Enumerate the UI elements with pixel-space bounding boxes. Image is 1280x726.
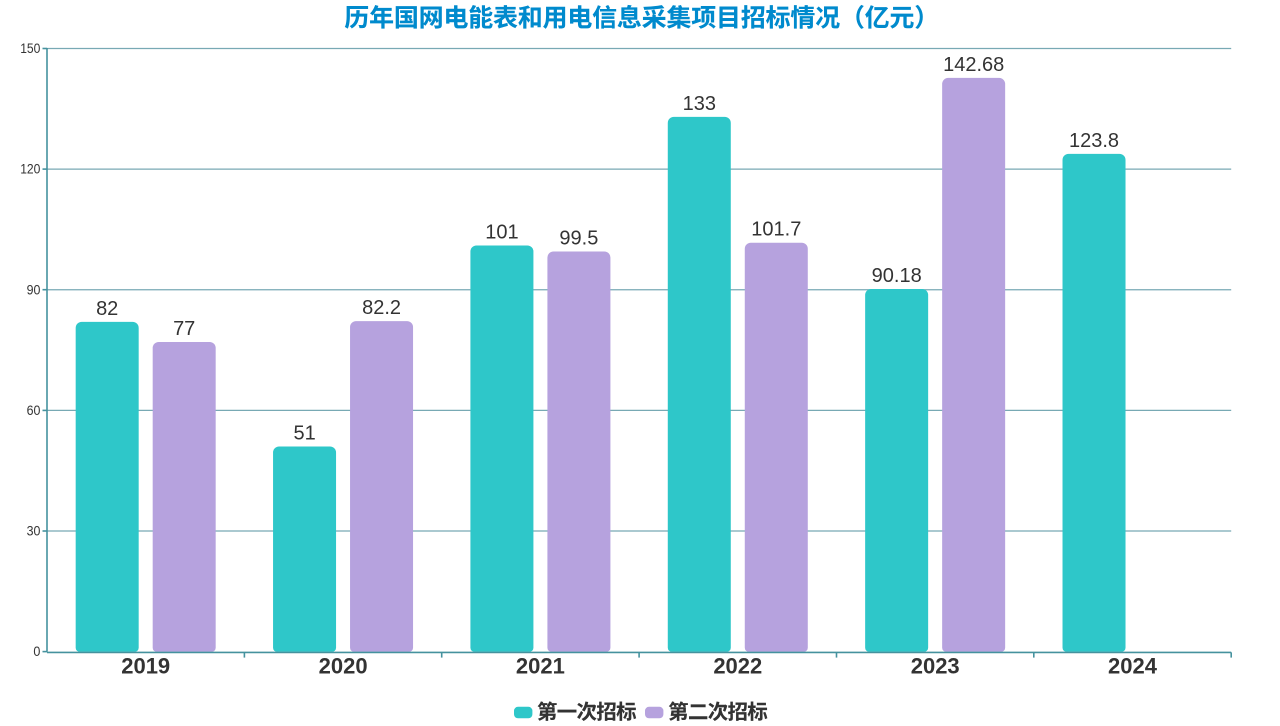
svg-text:123.8: 123.8 bbox=[1069, 130, 1119, 152]
svg-text:2022: 2022 bbox=[713, 653, 762, 678]
svg-text:2024: 2024 bbox=[1108, 653, 1158, 678]
svg-text:101: 101 bbox=[485, 222, 518, 244]
svg-text:99.5: 99.5 bbox=[559, 228, 598, 250]
svg-text:150: 150 bbox=[20, 40, 40, 56]
svg-text:60: 60 bbox=[27, 402, 41, 418]
svg-text:90.18: 90.18 bbox=[872, 265, 922, 287]
svg-text:142.68: 142.68 bbox=[943, 54, 1004, 76]
svg-text:77: 77 bbox=[173, 318, 195, 340]
svg-text:82: 82 bbox=[96, 298, 118, 320]
svg-text:0: 0 bbox=[33, 643, 40, 659]
svg-text:2023: 2023 bbox=[911, 653, 960, 678]
svg-text:2020: 2020 bbox=[319, 653, 368, 678]
svg-text:82.2: 82.2 bbox=[362, 297, 401, 319]
svg-text:30: 30 bbox=[27, 523, 41, 539]
svg-text:90: 90 bbox=[27, 281, 41, 297]
svg-text:101.7: 101.7 bbox=[751, 219, 801, 241]
svg-text:51: 51 bbox=[293, 423, 315, 445]
svg-text:120: 120 bbox=[20, 161, 40, 177]
svg-text:2021: 2021 bbox=[516, 653, 565, 678]
svg-text:133: 133 bbox=[683, 93, 716, 115]
svg-text:2019: 2019 bbox=[121, 653, 170, 678]
